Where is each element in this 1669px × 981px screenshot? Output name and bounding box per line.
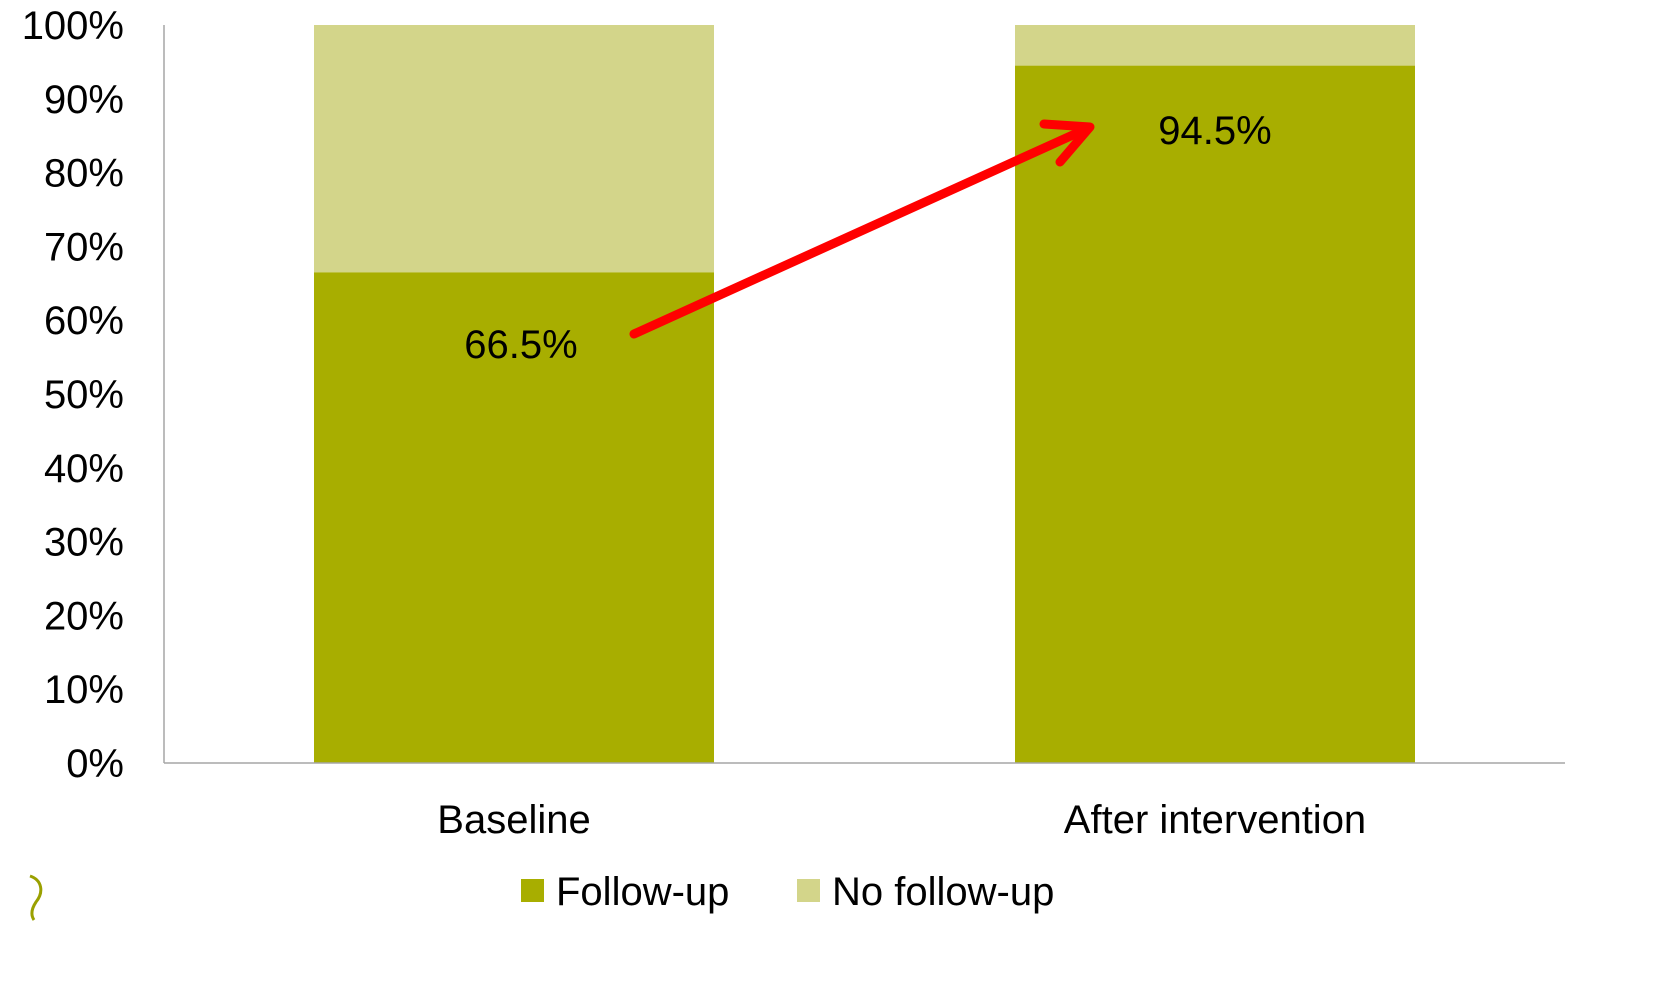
data-label: 94.5%	[1158, 109, 1271, 153]
labels-layer: 66.5% 94.5%	[464, 109, 1271, 367]
y-tick-label: 100%	[22, 4, 124, 48]
logo-mark	[29, 874, 43, 921]
x-tick-label: After intervention	[1064, 798, 1366, 842]
y-tick-label: 50%	[44, 373, 124, 417]
y-tick-label: 10%	[44, 668, 124, 712]
bar-no-follow-up-1	[1015, 25, 1415, 66]
bar-follow-up-0	[314, 272, 714, 763]
trend-arrow-shaft	[629, 124, 1091, 339]
logo	[29, 874, 43, 921]
y-tick-label: 90%	[44, 78, 124, 122]
trend-arrow-head	[1039, 119, 1095, 167]
axis-layer: 0% 10% 20% 30% 40% 50% 60% 70% 80% 90% 100% Baselin…	[22, 4, 1565, 842]
data-label: 66.5%	[464, 323, 577, 367]
y-tick-label: 80%	[44, 152, 124, 196]
x-tick-label: Baseline	[437, 798, 590, 842]
y-tick-label: 20%	[44, 594, 124, 638]
y-tick-label: 30%	[44, 521, 124, 565]
y-tick-label: 0%	[66, 742, 124, 786]
bars-layer	[314, 25, 1415, 764]
legend-swatch	[797, 879, 820, 902]
annotation-layer	[629, 119, 1095, 339]
y-tick-label: 60%	[44, 299, 124, 343]
legend: Follow-up No follow-up	[521, 870, 1054, 914]
legend-label: Follow-up	[556, 870, 729, 914]
y-tick-label: 70%	[44, 225, 124, 269]
legend-label: No follow-up	[832, 870, 1054, 914]
bar-follow-up-1	[1015, 65, 1415, 764]
bar-no-follow-up-0	[314, 25, 714, 273]
y-tick-label: 40%	[44, 447, 124, 491]
legend-swatch	[521, 879, 544, 902]
